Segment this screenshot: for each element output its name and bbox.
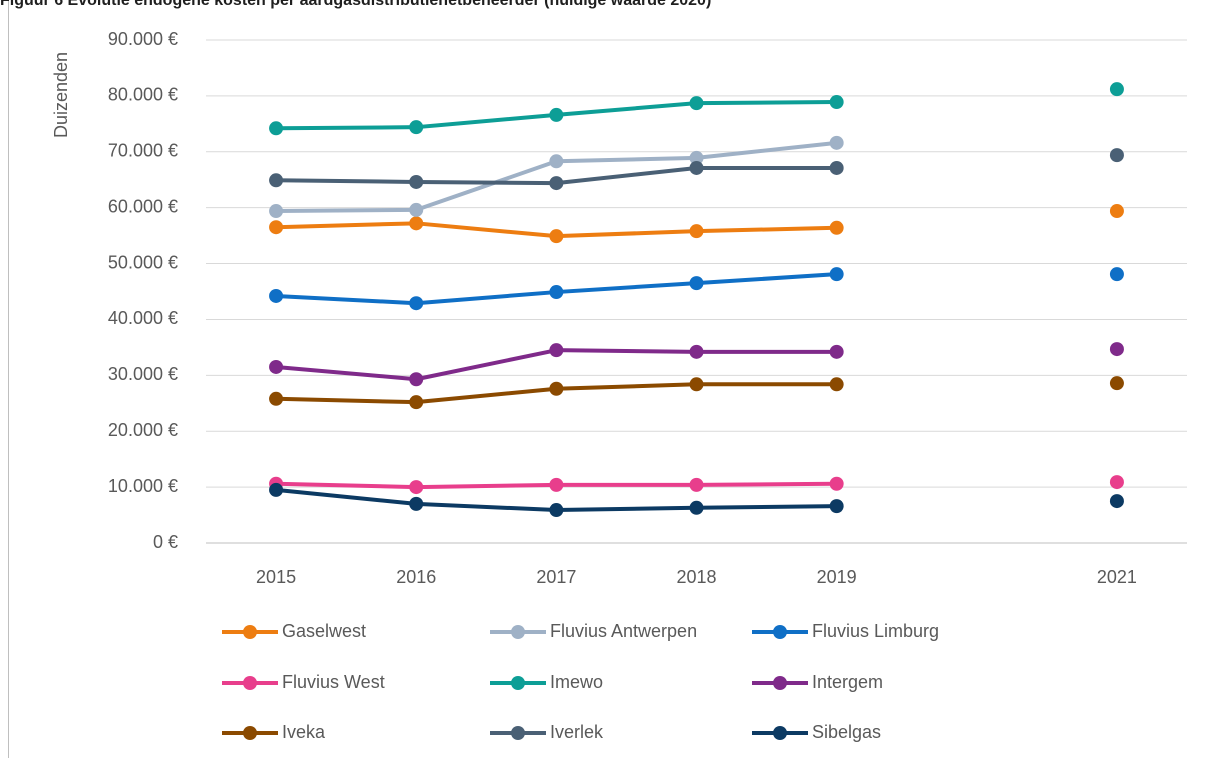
series-marker xyxy=(829,220,844,235)
legend-label: Iveka xyxy=(282,722,326,742)
series-marker xyxy=(269,391,284,406)
series-marker xyxy=(689,500,704,515)
legend-swatch-marker xyxy=(243,676,257,690)
legend-swatch-marker xyxy=(511,676,525,690)
y-tick-label: 60.000 € xyxy=(108,196,178,216)
series-marker xyxy=(409,120,424,135)
legend-swatch-marker xyxy=(243,726,257,740)
series-marker xyxy=(409,202,424,217)
x-tick-label: 2018 xyxy=(676,567,716,587)
series-marker xyxy=(1109,148,1124,163)
series-marker xyxy=(829,499,844,514)
series-marker xyxy=(549,381,564,396)
legend-swatch-marker xyxy=(773,726,787,740)
series-marker xyxy=(549,285,564,300)
x-tick-label: 2016 xyxy=(396,567,436,587)
series-marker xyxy=(409,496,424,511)
series-marker xyxy=(689,344,704,359)
series-marker xyxy=(409,296,424,311)
legend-swatch-marker xyxy=(773,625,787,639)
legend-label: Gaselwest xyxy=(282,621,366,641)
y-tick-label: 90.000 € xyxy=(108,29,178,49)
x-tick-label: 2017 xyxy=(536,567,576,587)
series-marker xyxy=(549,477,564,492)
legend-swatch-marker xyxy=(773,676,787,690)
series-marker xyxy=(409,216,424,231)
series-marker xyxy=(549,107,564,122)
x-tick-label: 2015 xyxy=(256,567,296,587)
legend-label: Fluvius Limburg xyxy=(812,621,939,641)
x-tick-label: 2021 xyxy=(1097,567,1137,587)
series-marker xyxy=(1109,376,1124,391)
series-marker xyxy=(689,96,704,111)
series-marker xyxy=(829,95,844,110)
series-marker xyxy=(409,174,424,189)
series-marker xyxy=(409,372,424,387)
series-marker xyxy=(829,160,844,175)
series-marker xyxy=(549,154,564,169)
legend-swatch-marker xyxy=(243,625,257,639)
series-marker xyxy=(829,377,844,392)
series-marker xyxy=(829,135,844,150)
series-marker xyxy=(269,288,284,303)
series-marker xyxy=(1109,494,1124,509)
series-marker xyxy=(689,377,704,392)
legend-label: Fluvius Antwerpen xyxy=(550,621,697,641)
legend-label: Iverlek xyxy=(550,722,604,742)
y-tick-label: 10.000 € xyxy=(108,476,178,496)
series-marker xyxy=(549,176,564,191)
legend-label: Intergem xyxy=(812,672,883,692)
legend-swatch-marker xyxy=(511,726,525,740)
series-marker xyxy=(269,173,284,188)
x-tick-label: 2019 xyxy=(817,567,857,587)
y-tick-label: 80.000 € xyxy=(108,85,178,105)
series-marker xyxy=(269,121,284,136)
series-marker xyxy=(409,395,424,410)
series-marker xyxy=(1109,82,1124,97)
y-tick-label: 50.000 € xyxy=(108,252,178,272)
series-marker xyxy=(1109,204,1124,219)
legend-label: Fluvius West xyxy=(282,672,385,692)
y-axis-label: Duizenden xyxy=(51,52,71,138)
series-marker xyxy=(549,503,564,518)
series-marker xyxy=(409,480,424,495)
series-marker xyxy=(689,276,704,291)
chart-title: Figuur 6 Evolutie endogene kosten per aa… xyxy=(0,0,711,9)
series-marker xyxy=(269,359,284,374)
series-marker xyxy=(689,224,704,239)
y-tick-label: 20.000 € xyxy=(108,420,178,440)
series-marker xyxy=(689,150,704,165)
series-marker xyxy=(1109,267,1124,282)
series-marker xyxy=(689,160,704,175)
series-marker xyxy=(829,344,844,359)
series-marker xyxy=(689,477,704,492)
legend-swatch-marker xyxy=(511,625,525,639)
series-marker xyxy=(1109,475,1124,490)
y-tick-label: 40.000 € xyxy=(108,308,178,328)
series-marker xyxy=(549,343,564,358)
y-tick-label: 0 € xyxy=(153,532,178,552)
series-marker xyxy=(269,220,284,235)
series-marker xyxy=(829,476,844,491)
series-marker xyxy=(269,482,284,497)
series-marker xyxy=(269,204,284,219)
y-tick-label: 30.000 € xyxy=(108,364,178,384)
series-marker xyxy=(1109,342,1124,357)
legend-label: Imewo xyxy=(550,672,603,692)
y-tick-label: 70.000 € xyxy=(108,141,178,161)
series-marker xyxy=(549,229,564,244)
legend-label: Sibelgas xyxy=(812,722,881,742)
series-marker xyxy=(829,267,844,282)
